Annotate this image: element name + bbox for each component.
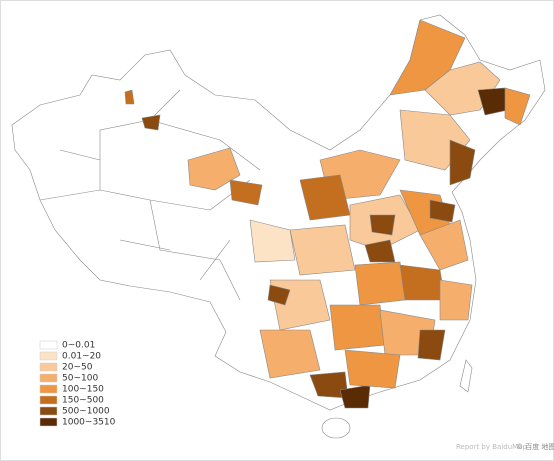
region bbox=[399, 264, 446, 301]
region bbox=[124, 89, 135, 105]
region bbox=[419, 219, 469, 271]
legend-swatch bbox=[39, 373, 58, 383]
region bbox=[429, 199, 456, 223]
legend-label: 50~100 bbox=[62, 374, 98, 384]
legend-swatch bbox=[39, 417, 58, 427]
region bbox=[439, 279, 473, 321]
region bbox=[249, 219, 296, 263]
legend-label: 20~50 bbox=[62, 363, 93, 373]
region bbox=[141, 114, 161, 131]
legend-label: 1000~3510 bbox=[62, 418, 116, 428]
legend-label: 100~150 bbox=[62, 385, 104, 395]
region bbox=[259, 329, 321, 379]
region bbox=[364, 239, 396, 263]
brand: © 百度 地图 bbox=[516, 442, 554, 451]
legend-swatch bbox=[39, 384, 58, 394]
region bbox=[229, 179, 263, 206]
legend-swatch bbox=[39, 340, 58, 350]
legend: 0~0.010.01~2020~5050~100100~150150~50050… bbox=[39, 340, 116, 428]
legend-label: 0.01~20 bbox=[62, 352, 101, 362]
region bbox=[504, 87, 531, 126]
hainan bbox=[321, 417, 351, 439]
region bbox=[417, 329, 446, 361]
region bbox=[339, 384, 371, 409]
region bbox=[187, 147, 241, 191]
region bbox=[354, 261, 406, 306]
region bbox=[369, 214, 396, 236]
legend-label: 0~0.01 bbox=[62, 341, 95, 351]
legend-swatch bbox=[39, 395, 58, 405]
legend-swatch bbox=[39, 351, 58, 361]
taiwan bbox=[459, 359, 473, 393]
province-borders bbox=[39, 89, 261, 301]
watermark: Report by BaiduMap bbox=[456, 443, 527, 451]
legend-swatch bbox=[39, 406, 58, 416]
region bbox=[344, 349, 401, 389]
legend-swatch bbox=[39, 362, 58, 372]
legend-label: 150~500 bbox=[62, 396, 104, 406]
legend-label: 500~1000 bbox=[62, 407, 110, 417]
region bbox=[449, 139, 476, 186]
region bbox=[267, 284, 291, 306]
regions bbox=[124, 19, 531, 409]
region bbox=[289, 224, 356, 276]
region bbox=[329, 304, 386, 351]
